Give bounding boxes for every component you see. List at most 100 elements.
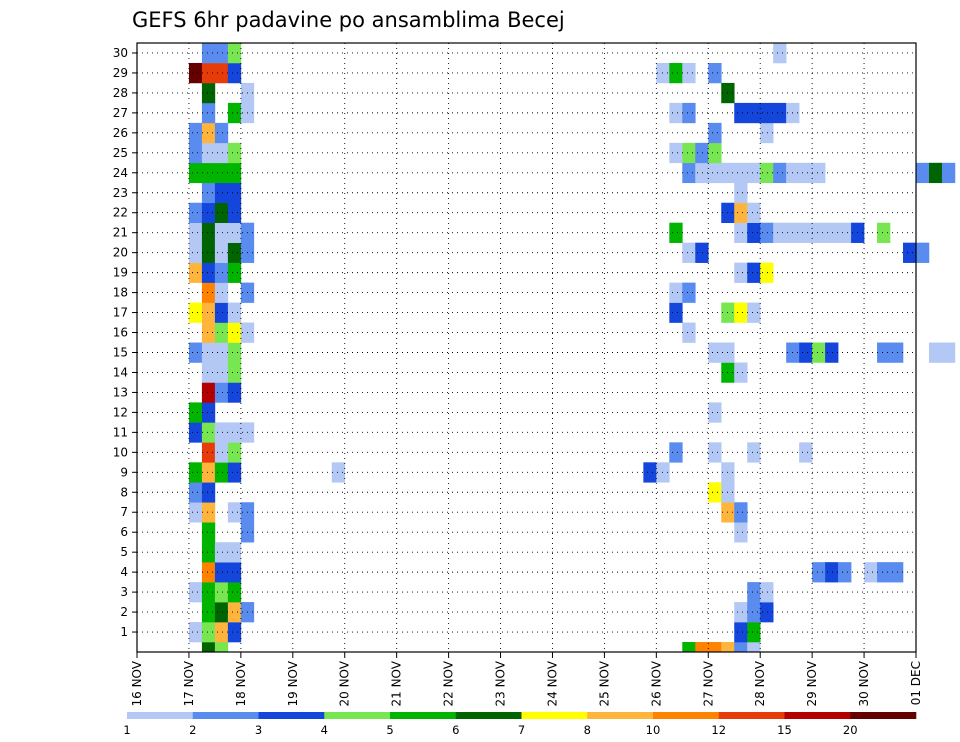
heatmap-cell xyxy=(682,162,696,184)
y-tick-label: 23 xyxy=(113,186,128,200)
heatmap-cell xyxy=(201,282,216,303)
y-tick-label: 14 xyxy=(113,365,128,379)
heatmap-cell xyxy=(214,542,229,563)
heatmap-cell xyxy=(214,202,229,224)
heatmap-cell xyxy=(201,322,216,343)
heatmap-cell xyxy=(227,242,242,263)
heatmap-cell xyxy=(799,162,813,184)
heatmap-cell xyxy=(227,322,242,343)
heatmap-cell xyxy=(201,462,216,483)
x-tick-label: 20 NOV xyxy=(338,660,352,706)
heatmap-cell xyxy=(864,562,878,583)
y-tick-label: 8 xyxy=(120,485,128,499)
x-tick-label: 16 NOV xyxy=(130,660,144,706)
heatmap-cell xyxy=(682,642,696,653)
heatmap-cell xyxy=(214,282,229,303)
heatmap-cell xyxy=(695,142,709,164)
heatmap-cell xyxy=(682,322,696,343)
heatmap-cell xyxy=(747,602,761,623)
heatmap-cell xyxy=(734,302,748,323)
heatmap-cell xyxy=(214,642,229,653)
heatmap-cell xyxy=(227,182,242,204)
heatmap-cell xyxy=(188,482,203,503)
heatmap-cell xyxy=(188,462,203,483)
heatmap-cell xyxy=(214,442,229,463)
y-tick-label: 25 xyxy=(113,146,128,160)
heatmap-cell xyxy=(734,102,748,124)
x-axis: 16 NOV 17 NOV 18 NOV 19 NOV 20 NOV 21 NOV 22 N… xyxy=(130,652,923,707)
heatmap-cell xyxy=(682,102,696,124)
heatmap-cell xyxy=(734,502,748,523)
heatmap-cell xyxy=(838,562,852,583)
x-tick-label: 26 NOV xyxy=(649,660,663,706)
heatmap-cell xyxy=(760,602,774,623)
y-tick-label: 21 xyxy=(113,226,128,240)
y-tick-label: 29 xyxy=(113,66,128,80)
heatmap-cell xyxy=(734,162,748,184)
heatmap-cell xyxy=(643,462,657,483)
heatmap-cell xyxy=(682,142,696,164)
heatmap-cell xyxy=(188,142,203,164)
heatmap-cell xyxy=(734,642,748,653)
heatmap-cell xyxy=(799,442,813,463)
colorbar-label: 8 xyxy=(584,723,591,737)
colorbar-swatch xyxy=(455,712,522,719)
heatmap-cell xyxy=(799,222,813,243)
heatmap-cell xyxy=(201,382,216,403)
y-tick-label: 24 xyxy=(113,166,128,180)
heatmap-cell xyxy=(227,142,242,164)
heatmap-cell xyxy=(214,142,229,164)
heatmap-cell xyxy=(734,202,748,224)
heatmap-cell xyxy=(890,342,904,363)
heatmap-cell xyxy=(669,282,683,303)
heatmap-cell xyxy=(227,382,242,403)
heatmap-cell xyxy=(201,442,216,463)
heatmap-cell xyxy=(747,442,761,463)
x-tick-label: 25 NOV xyxy=(597,660,611,706)
heatmap-cell xyxy=(227,362,242,383)
heatmap-cell xyxy=(214,162,229,184)
heatmap-cell xyxy=(669,442,683,463)
heatmap-cell xyxy=(201,122,216,144)
x-tick-label: 18 NOV xyxy=(234,660,248,706)
heatmap-cell xyxy=(214,43,229,64)
heatmap-cell xyxy=(760,102,774,124)
y-tick-label: 5 xyxy=(120,545,128,559)
heatmap-cell xyxy=(227,202,242,224)
heatmap-cell xyxy=(812,222,826,243)
heatmap-cell xyxy=(214,382,229,403)
heatmap-cell xyxy=(188,202,203,224)
heatmap-cell xyxy=(760,122,774,144)
colorbar-swatch xyxy=(258,712,325,719)
heatmap-cell xyxy=(201,642,216,653)
heatmap-cell xyxy=(227,422,242,443)
heatmap-cell xyxy=(227,602,242,623)
heatmap-cell xyxy=(695,162,709,184)
heatmap-cell xyxy=(201,302,216,323)
heatmap-cell xyxy=(825,562,839,583)
heatmap-cell xyxy=(201,82,216,104)
heatmap-cell xyxy=(928,342,943,363)
heatmap-cell xyxy=(760,222,774,243)
heatmap-cell xyxy=(188,342,203,363)
heatmap-cell xyxy=(201,62,216,84)
heatmap-cell xyxy=(201,342,216,363)
y-tick-label: 18 xyxy=(113,286,128,300)
heatmap-cell xyxy=(214,122,229,144)
heatmap-cell xyxy=(214,182,229,204)
heatmap-cell xyxy=(201,242,216,263)
colorbar-label: 15 xyxy=(777,723,792,737)
heatmap-cell xyxy=(227,502,242,523)
x-tick-label: 28 NOV xyxy=(753,660,767,706)
heatmap-cell xyxy=(227,43,242,64)
heatmap-cell xyxy=(747,642,761,653)
heatmap-cell xyxy=(747,262,761,283)
heatmap-cell xyxy=(695,242,709,263)
heatmap-cell xyxy=(188,622,203,643)
heatmap-cell xyxy=(747,102,761,124)
heatmap-cell xyxy=(747,162,761,184)
heatmap-cell xyxy=(201,402,216,423)
heatmap-cell xyxy=(773,222,787,243)
heatmap-cell xyxy=(188,402,203,423)
heatmap-cell xyxy=(825,222,839,243)
